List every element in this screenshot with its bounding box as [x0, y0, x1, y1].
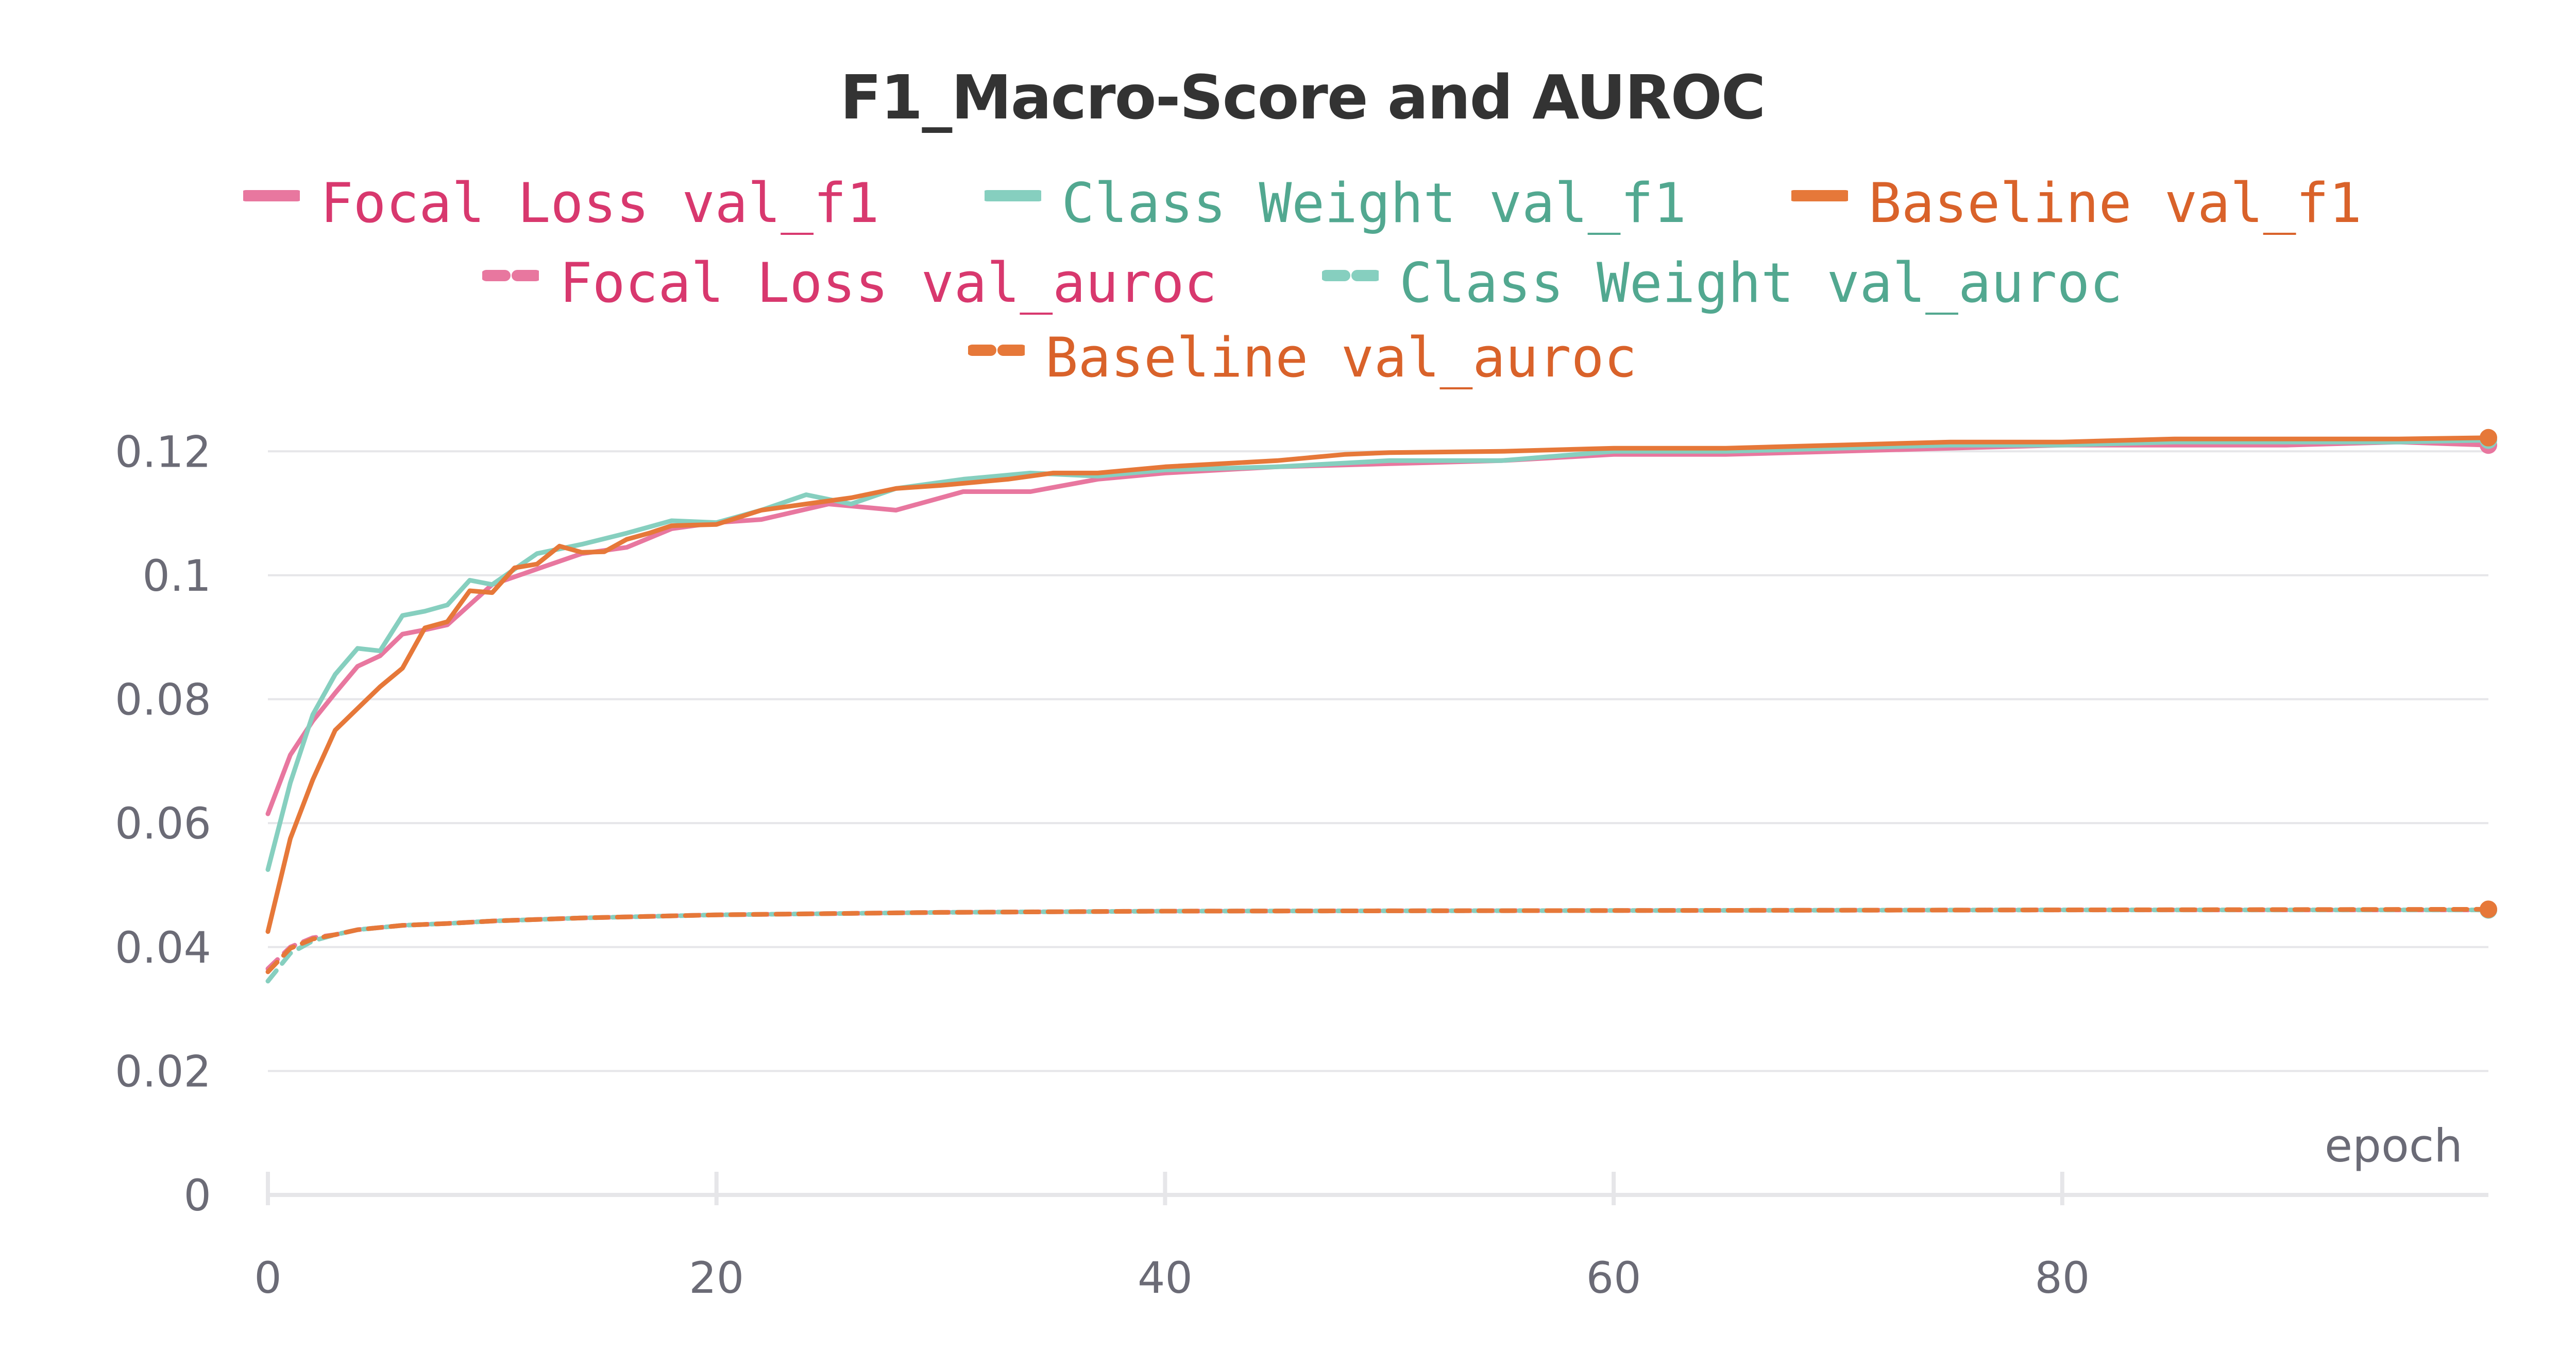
legend-item-focal-f1[interactable]: Focal Loss val_f1	[243, 170, 879, 237]
x-tick-label: 0	[254, 1253, 281, 1303]
series-line-1[interactable]	[265, 438, 2491, 872]
legend-item-baseline-auroc[interactable]: Baseline val_auroc	[968, 324, 1637, 391]
legend-swatch-dashed	[482, 265, 539, 286]
legend-item-focal-auroc[interactable]: Focal Loss val_auroc	[482, 250, 1217, 317]
series-line-5[interactable]	[265, 907, 2491, 974]
y-tick-label: 0	[184, 1170, 211, 1221]
series-line-4[interactable]	[265, 908, 2491, 984]
series-line-2[interactable]	[265, 435, 2491, 934]
chart-title: F1_Macro-Score and AUROC	[840, 62, 1766, 133]
x-tick-label: 80	[2035, 1253, 2090, 1303]
y-tick-label: 0.1	[142, 551, 211, 601]
series-group	[265, 429, 2497, 984]
y-tick-label: 0.04	[115, 922, 211, 973]
x-tick-label: 40	[1138, 1253, 1193, 1303]
x-axis-label: epoch	[2325, 1119, 2463, 1172]
grid-lines	[268, 450, 2488, 1072]
legend-label: Focal Loss val_auroc	[559, 251, 1217, 315]
legend-label: Focal Loss val_f1	[320, 172, 879, 235]
legend-item-class-f1[interactable]: Class Weight val_f1	[984, 170, 1687, 237]
legend-item-baseline-f1[interactable]: Baseline val_f1	[1791, 170, 2362, 237]
legend-swatch-solid	[1791, 185, 1848, 206]
y-axis: 0 0.02 0.04 0.06 0.08 0.1 0.12	[115, 426, 211, 1221]
y-tick-label: 0.06	[115, 798, 211, 849]
legend-swatch-solid	[243, 185, 300, 206]
legend-row-2: Focal Loss val_auroc Class Weight val_au…	[0, 250, 2576, 317]
legend-label: Class Weight val_auroc	[1399, 251, 2123, 315]
x-axis: 0 20 40 60 80	[254, 1172, 2488, 1303]
legend-item-class-auroc[interactable]: Class Weight val_auroc	[1322, 250, 2123, 317]
legend-row-1: Focal Loss val_f1 Class Weight val_f1 Ba…	[0, 170, 2576, 237]
series-line-0[interactable]	[265, 439, 2491, 816]
legend-swatch-dashed	[1322, 265, 1379, 286]
series-end-point[interactable]	[2480, 429, 2497, 447]
series-end-point[interactable]	[2480, 900, 2497, 918]
x-tick-label: 60	[1586, 1253, 1641, 1303]
y-tick-label: 0.08	[115, 675, 211, 725]
y-tick-label: 0.12	[115, 426, 211, 477]
legend-swatch-solid	[984, 185, 1041, 206]
y-tick-label: 0.02	[115, 1046, 211, 1097]
legend-label: Class Weight val_f1	[1061, 172, 1687, 235]
legend-swatch-dashed	[968, 340, 1025, 361]
legend-label: Baseline val_f1	[1868, 172, 2362, 235]
legend-row-3: Baseline val_auroc	[0, 324, 2576, 391]
x-tick-label: 20	[689, 1253, 744, 1303]
legend-label: Baseline val_auroc	[1045, 326, 1637, 389]
